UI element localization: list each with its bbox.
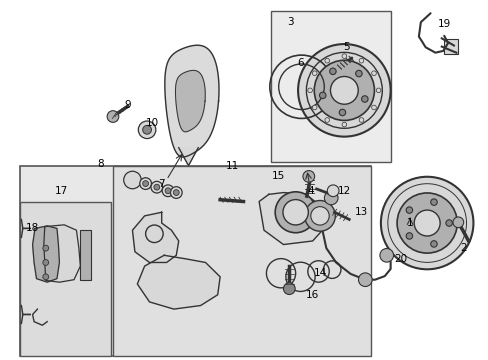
Polygon shape	[33, 226, 59, 282]
Bar	[20, 202, 110, 356]
Circle shape	[123, 171, 141, 189]
Text: 9: 9	[124, 100, 131, 110]
Text: 14: 14	[313, 268, 326, 278]
Circle shape	[324, 58, 329, 63]
Polygon shape	[132, 212, 179, 262]
Circle shape	[371, 71, 376, 76]
Circle shape	[406, 207, 412, 213]
Circle shape	[371, 105, 376, 110]
Circle shape	[330, 76, 358, 104]
Bar	[20, 166, 370, 356]
Circle shape	[380, 177, 472, 269]
Circle shape	[173, 190, 179, 195]
Circle shape	[314, 60, 374, 121]
Circle shape	[430, 199, 436, 205]
Polygon shape	[164, 45, 219, 157]
Text: 3: 3	[287, 17, 293, 27]
Circle shape	[303, 171, 314, 182]
Circle shape	[358, 118, 363, 122]
Circle shape	[326, 185, 338, 197]
Circle shape	[324, 118, 329, 122]
Circle shape	[170, 187, 182, 198]
Polygon shape	[259, 193, 322, 244]
Circle shape	[107, 111, 119, 122]
Circle shape	[165, 188, 171, 194]
Circle shape	[339, 109, 345, 116]
Text: 5: 5	[343, 42, 349, 52]
Circle shape	[283, 199, 308, 225]
Circle shape	[142, 125, 151, 134]
Circle shape	[406, 233, 412, 239]
Text: 17: 17	[55, 186, 68, 196]
Circle shape	[341, 122, 346, 127]
Circle shape	[298, 44, 390, 137]
Text: 13: 13	[354, 207, 367, 217]
Text: 12: 12	[337, 186, 350, 196]
Text: 16: 16	[305, 290, 319, 300]
Circle shape	[329, 68, 335, 75]
Circle shape	[312, 105, 316, 110]
Circle shape	[154, 184, 160, 190]
Circle shape	[310, 207, 328, 225]
Circle shape	[341, 54, 346, 58]
Polygon shape	[179, 148, 198, 166]
Circle shape	[304, 201, 335, 231]
Circle shape	[324, 191, 337, 205]
Bar	[80, 230, 91, 280]
Circle shape	[138, 121, 156, 139]
Text: 8: 8	[97, 159, 104, 169]
Text: 1: 1	[406, 218, 412, 228]
Bar	[443, 40, 457, 54]
Bar	[271, 12, 390, 162]
Circle shape	[376, 88, 380, 93]
Bar	[113, 166, 370, 356]
Circle shape	[379, 248, 393, 262]
Circle shape	[140, 178, 151, 189]
Circle shape	[396, 193, 456, 253]
Text: 6: 6	[297, 58, 303, 68]
Circle shape	[452, 217, 463, 228]
Text: 10: 10	[145, 118, 158, 128]
Text: 7: 7	[158, 179, 164, 189]
Text: 4: 4	[306, 186, 313, 196]
Circle shape	[355, 70, 362, 77]
Circle shape	[162, 185, 174, 197]
Circle shape	[319, 92, 325, 99]
Polygon shape	[44, 225, 80, 282]
Circle shape	[413, 210, 439, 236]
Circle shape	[307, 88, 312, 93]
Circle shape	[275, 192, 315, 233]
Circle shape	[151, 181, 163, 193]
Circle shape	[312, 71, 316, 76]
Circle shape	[445, 220, 451, 226]
Circle shape	[358, 273, 371, 287]
Polygon shape	[175, 70, 205, 132]
Circle shape	[43, 245, 49, 251]
Text: 2: 2	[459, 243, 466, 253]
Text: 11: 11	[225, 161, 239, 171]
Text: 15: 15	[271, 171, 285, 181]
Circle shape	[430, 241, 436, 247]
Polygon shape	[137, 255, 220, 309]
Circle shape	[283, 283, 295, 294]
Circle shape	[361, 96, 367, 102]
Text: 18: 18	[26, 224, 39, 233]
Circle shape	[43, 274, 49, 280]
Circle shape	[142, 181, 148, 186]
Text: 20: 20	[393, 254, 406, 264]
Circle shape	[43, 260, 49, 265]
Text: 19: 19	[437, 19, 450, 29]
Circle shape	[358, 58, 363, 63]
